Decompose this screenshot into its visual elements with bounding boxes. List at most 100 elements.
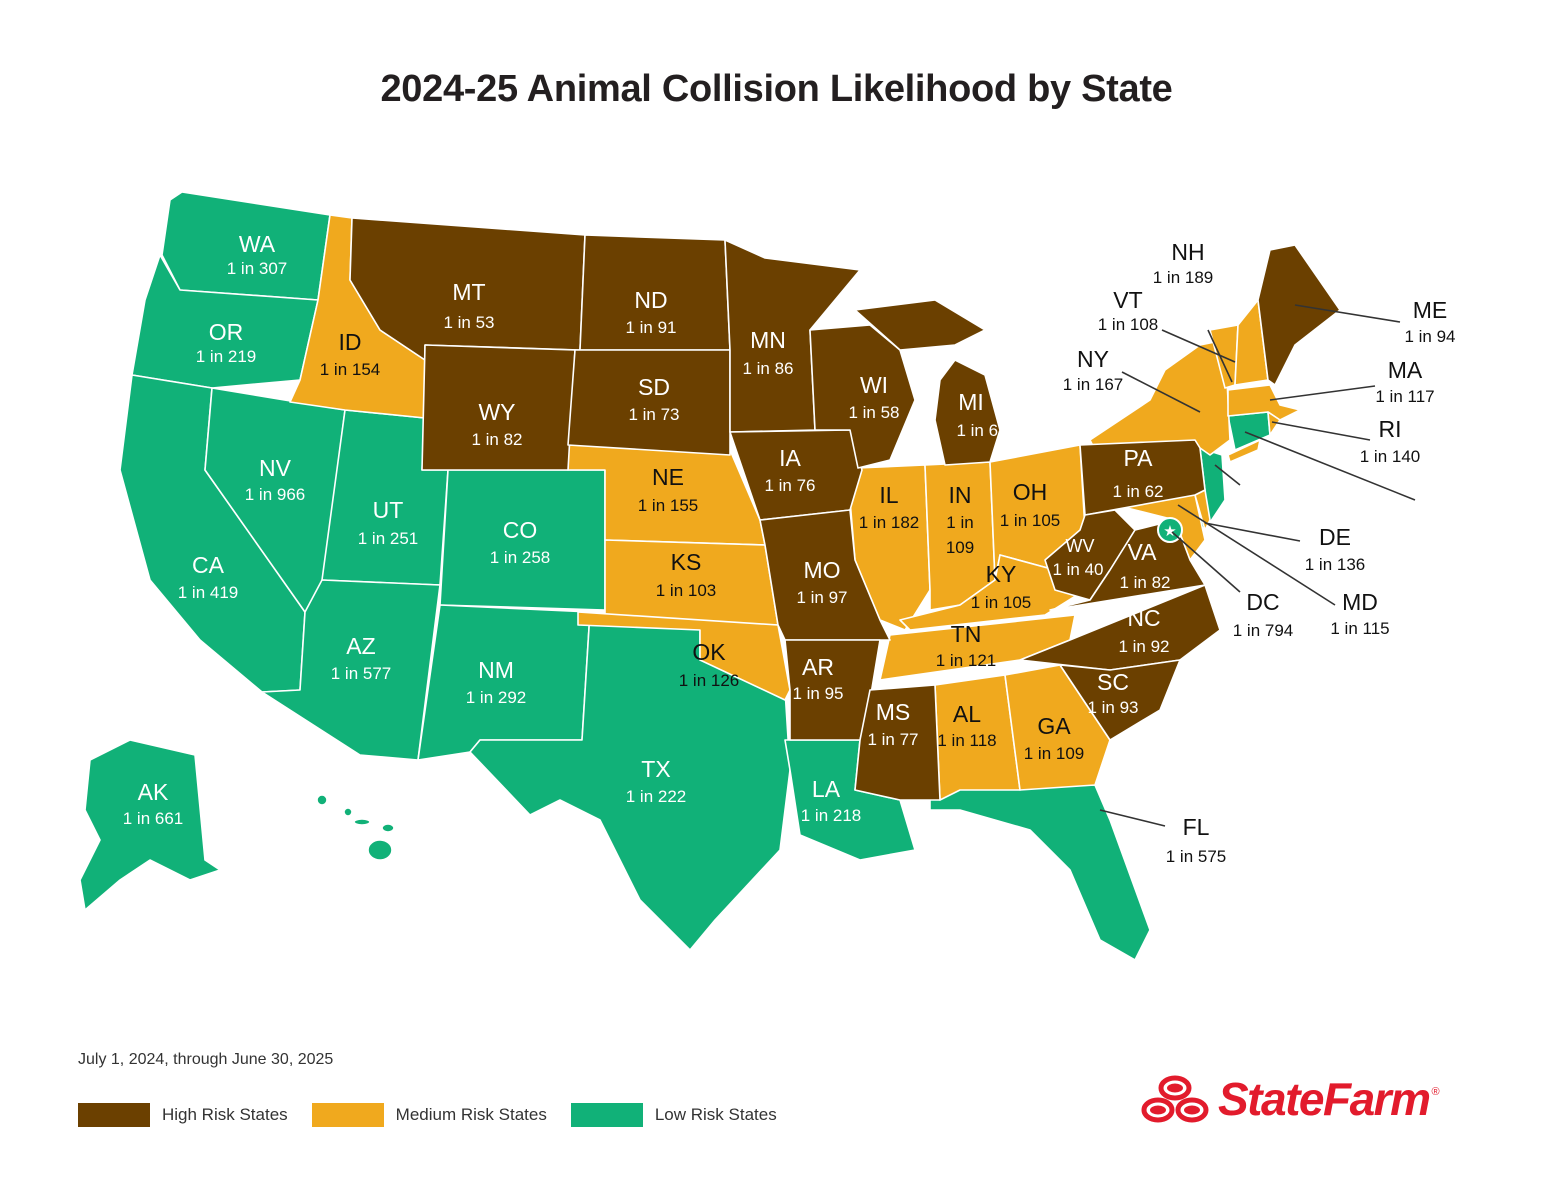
svg-text:1 in 115: 1 in 115 bbox=[1330, 619, 1389, 638]
svg-text:1 in 94: 1 in 94 bbox=[1404, 327, 1455, 346]
state-SC[interactable] bbox=[1059, 659, 1181, 741]
legend-swatch-high bbox=[78, 1103, 150, 1127]
state-MS[interactable] bbox=[854, 684, 941, 801]
svg-text:1 in 182: 1 in 182 bbox=[859, 513, 920, 532]
svg-text:1 in 62: 1 in 62 bbox=[1112, 482, 1163, 501]
label-NM: NM bbox=[478, 657, 514, 683]
label-AL: AL bbox=[953, 701, 981, 727]
label-KS: KS bbox=[671, 549, 702, 575]
svg-text:1 in 117: 1 in 117 bbox=[1375, 387, 1434, 406]
svg-text:1 in 73: 1 in 73 bbox=[628, 405, 679, 424]
label-WV: WV bbox=[1066, 536, 1095, 556]
svg-text:1 in 86: 1 in 86 bbox=[742, 359, 793, 378]
label-NH: NH bbox=[1171, 239, 1204, 265]
svg-text:1 in 222: 1 in 222 bbox=[626, 787, 687, 806]
label-WY: WY bbox=[478, 399, 515, 425]
label-GA: GA bbox=[1037, 713, 1071, 739]
label-WA: WA bbox=[239, 231, 276, 257]
svg-text:1 in 419: 1 in 419 bbox=[178, 583, 239, 602]
state-labels: WA 1 in 307 OR 1 in 219 CA 1 in 419 NV 1 in … bbox=[123, 231, 1171, 828]
svg-text:1 in 136: 1 in 136 bbox=[1305, 555, 1366, 574]
svg-text:1 in 218: 1 in 218 bbox=[801, 806, 862, 825]
label-IL: IL bbox=[879, 482, 898, 508]
label-TN: TN bbox=[951, 621, 982, 647]
state-LongIsland bbox=[1227, 439, 1261, 463]
svg-text:1 in 292: 1 in 292 bbox=[466, 688, 527, 707]
label-SD: SD bbox=[638, 374, 670, 400]
svg-text:1 in 93: 1 in 93 bbox=[1087, 698, 1138, 717]
label-RI: RI bbox=[1379, 416, 1402, 442]
state-MI[interactable] bbox=[934, 359, 1001, 466]
svg-text:1 in 76: 1 in 76 bbox=[764, 476, 815, 495]
label-IN-val-2: 109 bbox=[946, 538, 974, 557]
label-ME: ME bbox=[1413, 297, 1448, 323]
svg-text:1 in 53: 1 in 53 bbox=[443, 313, 494, 332]
label-SC: SC bbox=[1097, 669, 1129, 695]
label-MT: MT bbox=[452, 279, 485, 305]
label-AZ: AZ bbox=[346, 633, 375, 659]
label-AK: AK bbox=[138, 779, 169, 805]
svg-text:1 in 95: 1 in 95 bbox=[792, 684, 843, 703]
label-IN: IN bbox=[949, 482, 972, 508]
svg-text:1 in 97: 1 in 97 bbox=[796, 588, 847, 607]
svg-text:1 in 154: 1 in 154 bbox=[320, 360, 381, 379]
svg-text:1 in 82: 1 in 82 bbox=[471, 430, 522, 449]
state-RI[interactable] bbox=[1267, 411, 1281, 436]
label-OR: OR bbox=[209, 319, 244, 345]
state-MA[interactable] bbox=[1227, 384, 1301, 421]
callout-labels: NH 1 in 189 VT 1 in 108 NY 1 in 167 ME 1 in … bbox=[1063, 239, 1456, 866]
state-OR[interactable] bbox=[131, 254, 319, 389]
state-MO[interactable] bbox=[759, 509, 891, 641]
state-FL[interactable] bbox=[929, 784, 1151, 961]
legend: High Risk States Medium Risk States Low … bbox=[78, 1103, 801, 1127]
state-VA[interactable] bbox=[1049, 519, 1206, 611]
svg-text:1 in 251: 1 in 251 bbox=[358, 529, 419, 548]
svg-text:1 in 118: 1 in 118 bbox=[937, 731, 996, 750]
label-CO: CO bbox=[503, 517, 538, 543]
label-ND: ND bbox=[634, 287, 667, 313]
state-ME[interactable] bbox=[1257, 244, 1341, 386]
label-ID: ID bbox=[339, 329, 362, 355]
svg-text:1 in 219: 1 in 219 bbox=[196, 347, 257, 366]
state-HI[interactable] bbox=[316, 794, 395, 861]
label-MI: MI bbox=[958, 389, 984, 415]
svg-text:1 in 91: 1 in 91 bbox=[625, 318, 676, 337]
label-NY: NY bbox=[1077, 346, 1109, 372]
medium-risk-states bbox=[289, 214, 1301, 801]
svg-text:1 in 77: 1 in 77 bbox=[867, 730, 918, 749]
label-IN-val-1: 1 in bbox=[946, 513, 973, 532]
label-WI: WI bbox=[860, 372, 888, 398]
registered-mark: ® bbox=[1431, 1086, 1440, 1098]
svg-text:1 in 58: 1 in 58 bbox=[848, 403, 899, 422]
label-MN: MN bbox=[750, 327, 786, 353]
label-IA: IA bbox=[779, 445, 801, 471]
svg-text:1 in 92: 1 in 92 bbox=[1118, 637, 1169, 656]
state-WY[interactable] bbox=[421, 344, 576, 471]
state-AK[interactable] bbox=[79, 739, 221, 911]
label-KY: KY bbox=[986, 561, 1017, 587]
page-title: 2024-25 Animal Collision Likelihood by S… bbox=[380, 68, 1173, 110]
label-MS: MS bbox=[876, 699, 911, 725]
state-AZ[interactable] bbox=[261, 579, 441, 761]
state-SD[interactable] bbox=[567, 349, 731, 456]
svg-text:1 in 577: 1 in 577 bbox=[331, 664, 392, 683]
star-icon: ★ bbox=[1163, 523, 1176, 540]
svg-text:1 in 140: 1 in 140 bbox=[1360, 447, 1421, 466]
state-WI[interactable] bbox=[809, 324, 916, 469]
label-UT: UT bbox=[373, 497, 404, 523]
statefarm-logo: StateFarm ® bbox=[1140, 1072, 1440, 1126]
label-MD: MD bbox=[1342, 589, 1378, 615]
svg-text:1 in 966: 1 in 966 bbox=[245, 485, 306, 504]
leader-lines bbox=[1099, 304, 1416, 827]
label-VT: VT bbox=[1113, 287, 1142, 313]
high-risk-states bbox=[349, 217, 1341, 801]
legend-item-high: High Risk States bbox=[78, 1103, 288, 1127]
svg-text:1 in 105: 1 in 105 bbox=[971, 593, 1032, 612]
label-TX: TX bbox=[641, 756, 670, 782]
state-OK[interactable] bbox=[577, 611, 791, 701]
svg-text:1 in 82: 1 in 82 bbox=[1119, 573, 1170, 592]
svg-text:1 in 575: 1 in 575 bbox=[1166, 847, 1227, 866]
state-GA[interactable] bbox=[1004, 664, 1111, 791]
svg-text:1 in 61: 1 in 61 bbox=[956, 421, 1007, 440]
